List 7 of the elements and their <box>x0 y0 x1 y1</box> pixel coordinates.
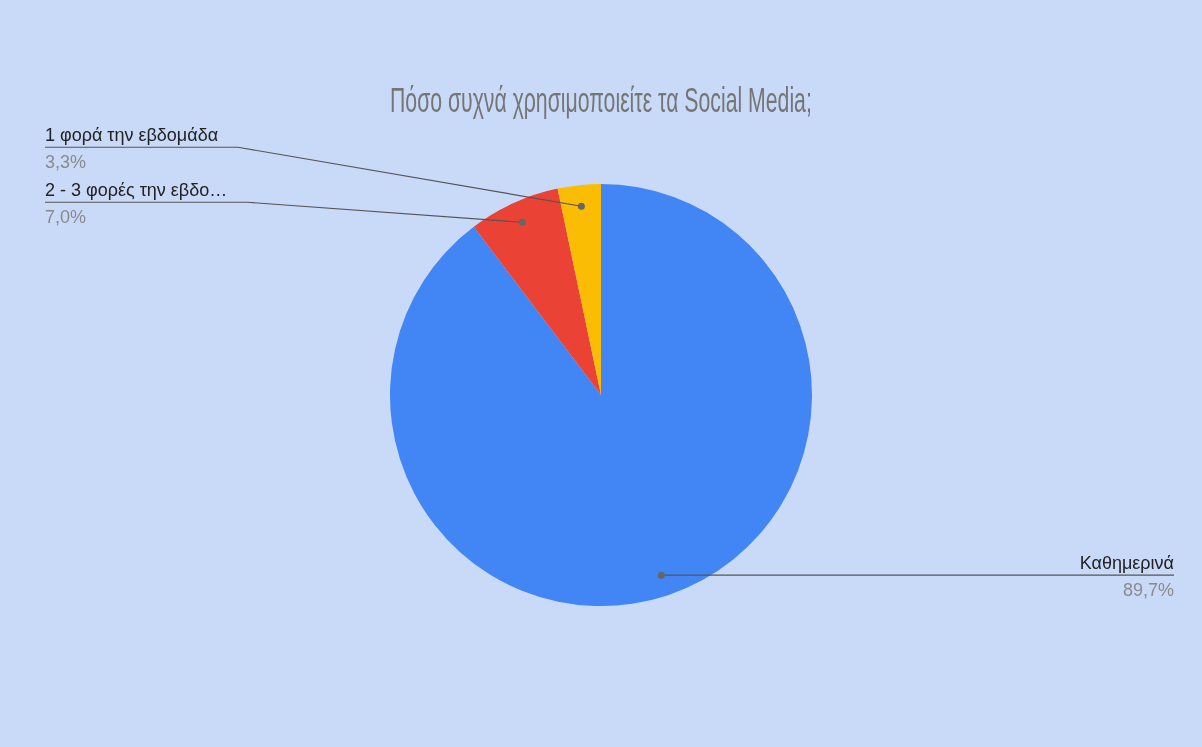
slice-label: 2 - 3 φορές την εβδο… <box>45 180 228 201</box>
data-label: 7,0% <box>45 207 87 228</box>
data-label: 89,7% <box>1122 580 1174 601</box>
slice-label: Καθημερινά <box>1079 553 1174 574</box>
chart-title: Πόσο συχνά χρησιμοποιείτε τα Social Media; <box>390 78 812 119</box>
slice-label: 1 φορά την εβδομάδα <box>45 125 219 146</box>
data-label: 3,3% <box>45 152 87 173</box>
